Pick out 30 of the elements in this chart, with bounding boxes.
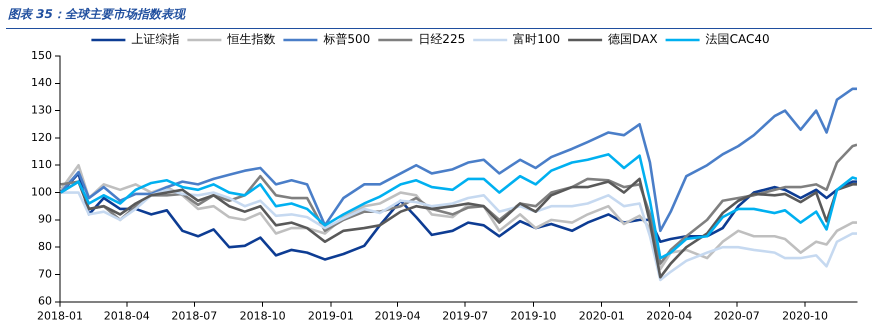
x-tick-label: 2020-07 — [714, 309, 760, 322]
y-tick-label: 110 — [31, 158, 52, 172]
x-tick-label: 2019-10 — [510, 309, 556, 322]
x-tick-label: 2018-07 — [171, 309, 218, 322]
x-tick-label: 2019-07 — [442, 309, 488, 322]
x-tick-label: 2020-01 — [578, 309, 625, 322]
x-tick-label: 2018-10 — [240, 309, 286, 322]
y-tick-label: 130 — [31, 103, 52, 116]
y-tick-label: 120 — [31, 130, 52, 144]
y-tick-label: 70 — [38, 267, 52, 280]
chart-title: 图表 35：全球主要市场指数表现 — [8, 6, 185, 23]
y-tick-label: 140 — [31, 76, 52, 90]
legend-label: 恒生指数 — [226, 32, 276, 46]
legend-label: 上证综指 — [131, 32, 180, 46]
x-tick-label: 2020-10 — [782, 309, 828, 322]
y-tick-label: 80 — [38, 240, 52, 254]
legend-label: 法国CAC40 — [706, 32, 770, 46]
x-tick-label: 2019-04 — [374, 309, 421, 322]
y-tick-label: 90 — [38, 212, 52, 226]
x-tick-label: 2020-04 — [646, 309, 692, 322]
y-tick-label: 100 — [31, 185, 52, 198]
legend-label: 日经225 — [418, 32, 466, 46]
x-tick-label: 2018-01 — [37, 309, 83, 322]
y-tick-label: 150 — [31, 48, 52, 62]
y-tick-label: 60 — [38, 294, 52, 308]
legend-label: 富时100 — [513, 32, 560, 46]
legend-label: 标普500 — [322, 32, 370, 46]
x-tick-label: 2018-04 — [104, 309, 150, 322]
x-tick-label: 2019-01 — [308, 309, 354, 322]
legend-label: 德国DAX — [608, 32, 658, 46]
